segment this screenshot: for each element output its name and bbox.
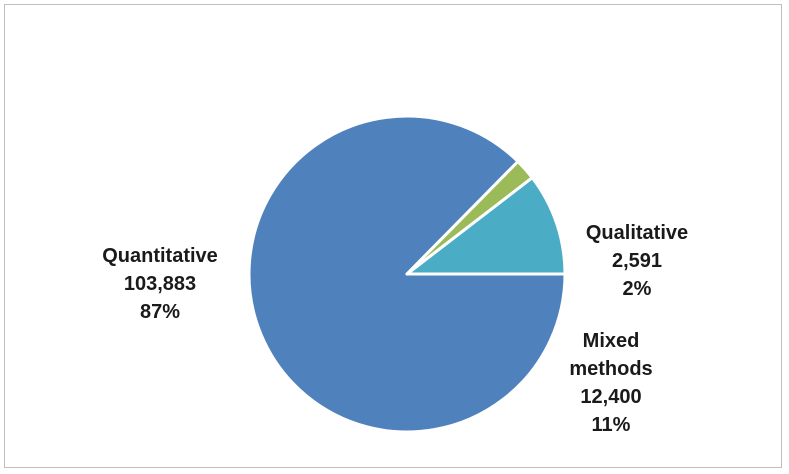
data-label-quantitative-percent: 87%: [140, 301, 180, 323]
data-label-quantitative-value: 103,883: [124, 273, 196, 295]
data-label-mixed-methods-value: 12,400: [580, 386, 641, 408]
data-label-mixed-methods-percent: 11%: [592, 414, 631, 436]
data-label-mixed-methods-name: Mixed: [583, 330, 640, 352]
data-label-qualitative-percent: 2%: [623, 278, 652, 300]
data-label-mixed-methods: Mixed methods 12,400 11%: [569, 330, 652, 436]
pie-slice-mixed-methods: [405, 176, 567, 276]
data-label-quantitative-name: Quantitative: [102, 245, 218, 267]
pie-slices: [247, 114, 567, 434]
data-labels: Quantitative 103,883 87% Qualitative 2,591 2%…: [102, 222, 688, 436]
data-label-mixed-methods-name: methods: [569, 358, 652, 380]
data-label-qualitative-name: Qualitative: [586, 222, 688, 244]
data-label-qualitative-value: 2,591: [612, 250, 662, 272]
data-label-qualitative: Qualitative 2,591 2%: [586, 222, 688, 300]
data-label-quantitative: Quantitative 103,883 87%: [102, 245, 218, 323]
pie-slice-quantitative: [247, 114, 567, 434]
